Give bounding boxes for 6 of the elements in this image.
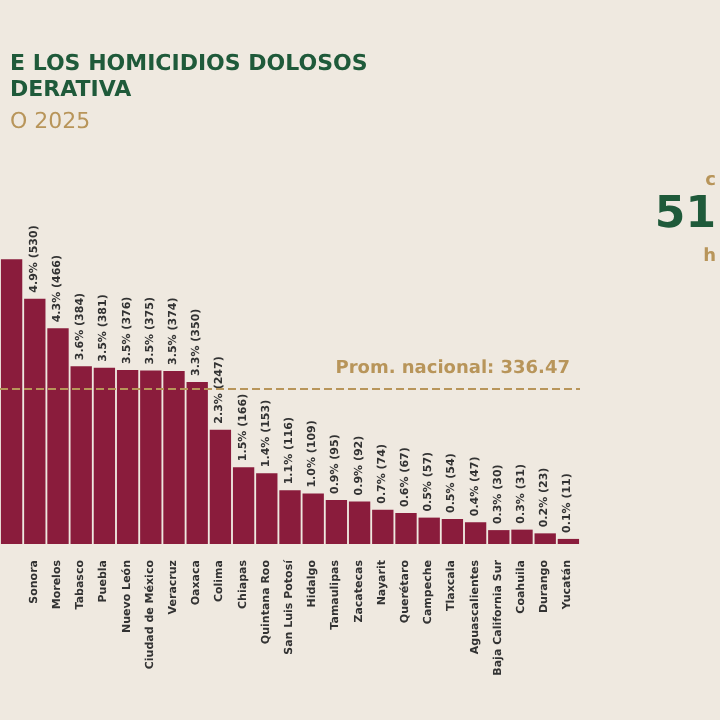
chart-subtitle: O 2025 — [10, 108, 91, 134]
text: 51 — [654, 189, 717, 239]
text: h — [703, 247, 717, 267]
chart-title: E LOS HOMICIDIOS DOLOSOS DERATIVA — [10, 50, 368, 102]
text: c — [705, 171, 717, 191]
ref-line-label: Prom. nacional: 336.47 — [335, 359, 570, 380]
